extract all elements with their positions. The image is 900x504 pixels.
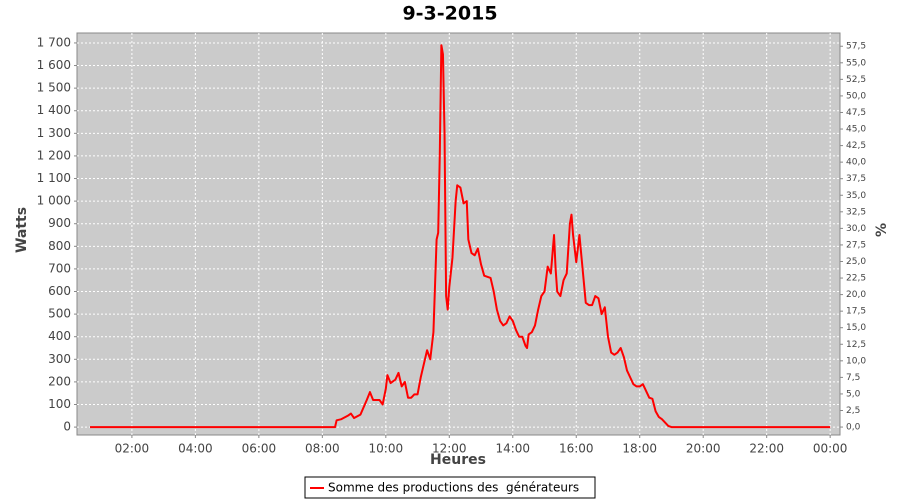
- y2-tick-label: 42,5: [846, 141, 866, 151]
- legend: Somme des productions des générateurs: [304, 476, 596, 499]
- y-tick-label: 300: [48, 352, 71, 366]
- y-tick-label: 1 700: [37, 35, 71, 49]
- y-tick-label: 1 100: [37, 171, 71, 185]
- x-tick-label: 16:00: [559, 442, 594, 456]
- y2-tick-label: 52,5: [846, 75, 866, 85]
- plot-area: [76, 32, 841, 436]
- legend-label: Somme des productions des générateurs: [328, 481, 579, 495]
- x-tick-label: 02:00: [115, 442, 150, 456]
- y2-tick-label: 57,5: [846, 42, 866, 52]
- y2-tick-label: 17,5: [846, 307, 866, 317]
- y2-tick-label: 37,5: [846, 174, 866, 184]
- y-tick-label: 1 500: [37, 81, 71, 95]
- y2-tick-label: 32,5: [846, 207, 866, 217]
- y2-tick-label: 35,0: [846, 191, 866, 201]
- x-axis-label: Heures: [430, 452, 486, 468]
- y-tick-label: 200: [48, 374, 71, 388]
- y-tick-label: 900: [48, 216, 71, 230]
- x-tick-label: 12:00: [432, 442, 467, 456]
- x-tick-label: 14:00: [495, 442, 530, 456]
- y2-tick-label: 10,0: [846, 356, 866, 366]
- grid: [77, 33, 840, 435]
- y2-tick-label: 0,0: [846, 423, 861, 433]
- x-tick-label: 20:00: [686, 442, 721, 456]
- x-tick-label: 18:00: [622, 442, 657, 456]
- y-tick-label: 500: [48, 307, 71, 321]
- y-tick-label: 800: [48, 239, 71, 253]
- y-tick-label: 1 600: [37, 58, 71, 72]
- y-axis-label: Watts: [14, 207, 30, 253]
- y-tick-label: 1 300: [37, 126, 71, 140]
- x-tick-label: 10:00: [369, 442, 404, 456]
- y2-tick-label: 40,0: [846, 158, 866, 168]
- y2-tick-label: 30,0: [846, 224, 866, 234]
- x-tick-label: 08:00: [305, 442, 340, 456]
- x-tick-label: 06:00: [242, 442, 277, 456]
- y2-tick-label: 2,5: [846, 406, 860, 416]
- y2-tick-label: 15,0: [846, 323, 866, 333]
- y2-tick-label: 7,5: [846, 373, 860, 383]
- y-tick-label: 1 000: [37, 194, 71, 208]
- x-tick-label: 22:00: [749, 442, 784, 456]
- y2-tick-label: 45,0: [846, 125, 866, 135]
- x-tick-label: 00:00: [813, 442, 848, 456]
- y-tick-label: 100: [48, 397, 71, 411]
- chart-title: 9-3-2015: [402, 3, 497, 25]
- y2-axis-label: %: [874, 223, 890, 237]
- y-tick-label: 600: [48, 284, 71, 298]
- y2-tick-label: 55,0: [846, 58, 866, 68]
- x-tick-label: 04:00: [178, 442, 213, 456]
- y-tick-label: 1 200: [37, 148, 71, 162]
- y2-tick-label: 50,0: [846, 91, 866, 101]
- y-tick-label: 1 400: [37, 103, 71, 117]
- y-tick-label: 700: [48, 261, 71, 275]
- legend-box: [304, 476, 596, 499]
- y2-tick-label: 22,5: [846, 274, 866, 284]
- y2-tick-label: 5,0: [846, 389, 861, 399]
- y2-tick-label: 20,0: [846, 290, 866, 300]
- y2-tick-label: 27,5: [846, 240, 866, 250]
- series-line: [90, 44, 831, 429]
- y2-tick-label: 47,5: [846, 108, 866, 118]
- y-tick-label: 400: [48, 329, 71, 343]
- y-tick-label: 0: [63, 420, 71, 434]
- y2-tick-label: 12,5: [846, 340, 866, 350]
- y2-tick-label: 25,0: [846, 257, 866, 267]
